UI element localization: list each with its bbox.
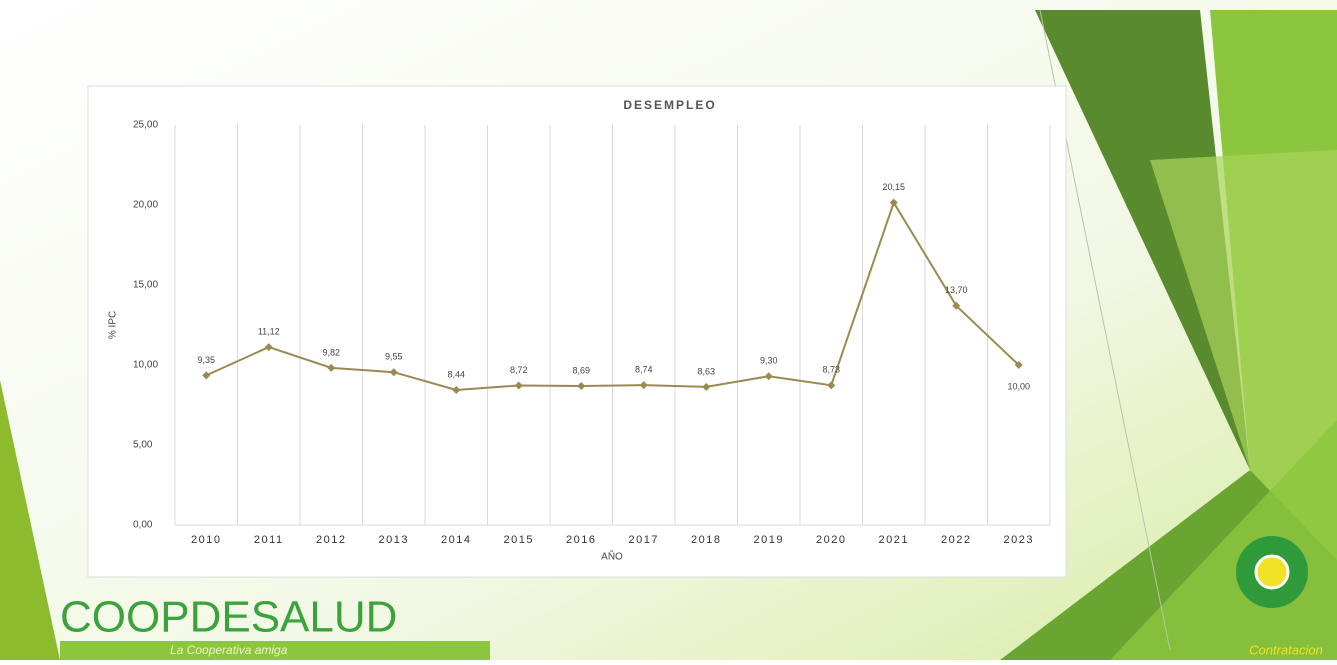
- data-label: 8,63: [697, 366, 715, 376]
- data-label: 8,72: [510, 365, 528, 375]
- data-label: 13,70: [945, 285, 968, 295]
- x-tick-label: 2019: [754, 534, 784, 546]
- y-tick-label: 15,00: [133, 280, 158, 291]
- x-tick-label: 2022: [941, 534, 971, 546]
- x-tick-label: 2018: [691, 534, 721, 546]
- x-tick-label: 2021: [879, 534, 909, 546]
- data-label: 8,74: [635, 365, 653, 375]
- data-label: 9,30: [760, 356, 778, 366]
- tagline: La Cooperativa amiga: [170, 643, 288, 657]
- x-tick-label: 2023: [1004, 534, 1034, 546]
- chart-box: [88, 86, 1066, 577]
- chart-title: DESEMPLEO: [623, 98, 716, 112]
- x-tick-label: 2020: [816, 534, 846, 546]
- data-label: 11,12: [258, 326, 280, 336]
- x-tick-label: 2015: [504, 534, 534, 546]
- y-tick-label: 0,00: [133, 520, 153, 531]
- y-tick-label: 5,00: [133, 440, 153, 451]
- footer-label: Contratacion: [1249, 642, 1323, 657]
- brand: COOPDESALUD: [60, 593, 397, 642]
- y-tick-label: 10,00: [133, 360, 158, 371]
- y-axis-label: % IPC: [108, 311, 119, 339]
- x-axis-label: AÑO: [601, 550, 623, 563]
- data-label: 20,15: [882, 182, 905, 192]
- slide-canvas: DESEMPLEO % IPC AÑO COOPDESALUD La Coope…: [0, 0, 1337, 660]
- x-tick-label: 2017: [629, 534, 659, 546]
- y-tick-label: 20,00: [133, 200, 158, 211]
- x-tick-label: 2016: [566, 534, 596, 546]
- y-tick-label: 25,00: [133, 120, 158, 131]
- x-tick-label: 2012: [316, 534, 346, 546]
- data-label: 10,00: [1007, 381, 1030, 391]
- data-label: 8,69: [572, 365, 590, 375]
- data-label: 9,82: [322, 347, 340, 357]
- data-label: 9,55: [385, 352, 403, 362]
- x-tick-label: 2014: [441, 534, 471, 546]
- x-tick-label: 2013: [379, 534, 409, 546]
- data-label: 8,73: [822, 365, 840, 375]
- data-label: 9,35: [197, 355, 215, 365]
- x-tick-label: 2010: [191, 534, 221, 546]
- logo-center: [1256, 556, 1288, 588]
- slide: DESEMPLEO % IPC AÑO COOPDESALUD La Coope…: [0, 0, 1337, 660]
- x-tick-label: 2011: [254, 534, 284, 546]
- data-label: 8,44: [447, 369, 465, 379]
